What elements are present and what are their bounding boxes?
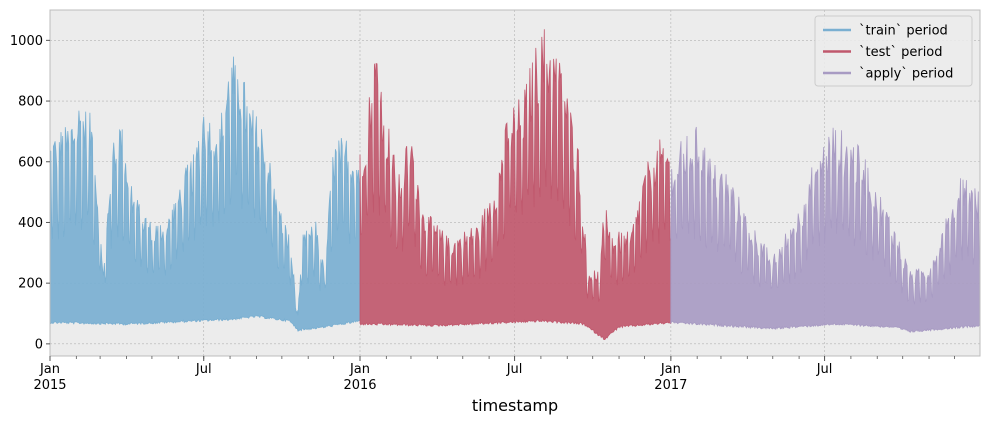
legend-label: `test` period (859, 45, 943, 60)
y-tick-label: 400 (18, 216, 43, 231)
x-tick-sublabel: 2015 (33, 378, 66, 393)
y-tick-label: 200 (18, 277, 43, 292)
y-tick-label: 600 (18, 155, 43, 170)
x-axis-label: timestamp (472, 396, 558, 415)
x-tick-label: Jan (349, 362, 370, 377)
x-tick-sublabel: 2017 (654, 378, 687, 393)
x-tick-label: Jul (816, 362, 833, 377)
x-tick-label: Jul (506, 362, 523, 377)
series-layer (49, 29, 981, 340)
legend: `train` period `test` period `apply` perio… (814, 15, 973, 87)
x-tick-label: Jan (39, 362, 60, 377)
y-tick-label: 0 (35, 337, 43, 352)
x-tick-label: Jan (660, 362, 681, 377)
x-tick-label: Jul (195, 362, 212, 377)
y-tick-label: 800 (18, 95, 43, 110)
y-tick-label: 1000 (10, 34, 43, 49)
legend-box (814, 15, 973, 87)
legend-label: `apply` period (859, 67, 953, 82)
x-tick-sublabel: 2016 (343, 378, 376, 393)
legend-label: `train` period (859, 24, 948, 39)
